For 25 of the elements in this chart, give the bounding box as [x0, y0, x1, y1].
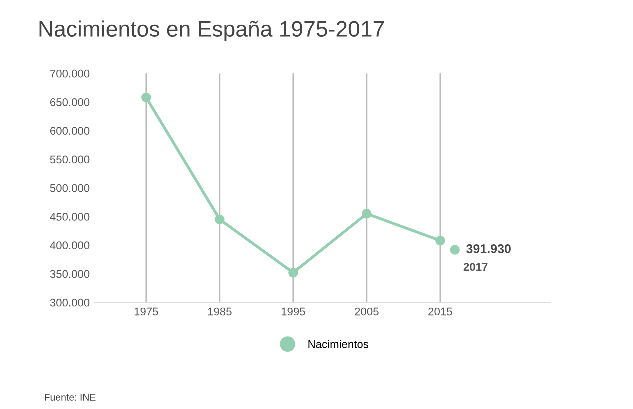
- point: [450, 245, 460, 255]
- point: [288, 268, 298, 278]
- y-tick-label: 350.000: [50, 270, 90, 278]
- chart-title: Nacimientos en España 1975-2017: [40, 20, 384, 42]
- legend-label: Nacimientos: [308, 340, 369, 348]
- annotation: 2017: [464, 263, 488, 272]
- x-tick-label: 2015: [428, 308, 452, 316]
- y-tick-label: 700.000: [50, 70, 90, 78]
- y-tick-label: 600.000: [50, 127, 90, 136]
- point: [215, 214, 225, 224]
- data-label: 391.930: [466, 244, 511, 254]
- source-note: Fuente: INE: [45, 394, 96, 401]
- x-tick-label: 1985: [208, 308, 232, 316]
- y-tick-label: 550.000: [50, 156, 90, 164]
- x-tick-label: 1975: [134, 308, 158, 316]
- y-tick-label: 300.000: [50, 298, 90, 307]
- point: [142, 92, 152, 103]
- point: [362, 209, 372, 219]
- y-tick-label: 400.000: [50, 242, 90, 250]
- y-tick-label: 650.000: [50, 98, 90, 106]
- y-tick-label: 500.000: [50, 184, 90, 192]
- point: [436, 236, 446, 246]
- x-tick-label: 1995: [282, 308, 306, 316]
- x-tick-label: 2005: [355, 308, 379, 316]
- y-tick-label: 450.000: [50, 213, 90, 221]
